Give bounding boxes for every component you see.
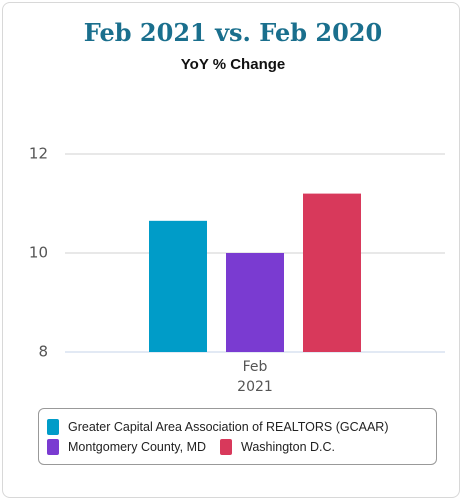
legend: Greater Capital Area Association of REAL… bbox=[38, 408, 437, 465]
y-tick-label: 12 bbox=[29, 145, 48, 163]
y-tick-label: 10 bbox=[29, 244, 48, 262]
legend-swatch bbox=[47, 418, 59, 435]
x-tick-label: Feb 2021 bbox=[237, 359, 273, 395]
chart-subtitle: YoY % Change bbox=[180, 56, 286, 73]
bar bbox=[226, 253, 284, 352]
legend-item: Montgomery County, MD bbox=[47, 438, 207, 455]
legend-label: Montgomery County, MD bbox=[68, 439, 207, 454]
bar bbox=[149, 220, 207, 352]
bar bbox=[303, 193, 361, 352]
chart-title: Feb 2021 vs. Feb 2020 bbox=[83, 18, 383, 47]
legend-item: Washington D.C. bbox=[220, 438, 336, 455]
legend-swatch bbox=[220, 438, 233, 455]
card bbox=[2, 2, 460, 498]
legend-item: Greater Capital Area Association of REAL… bbox=[47, 418, 389, 435]
legend-label: Greater Capital Area Association of REAL… bbox=[68, 419, 389, 434]
y-tick-label: 8 bbox=[38, 343, 48, 361]
legend-swatch bbox=[47, 438, 59, 455]
legend-label: Washington D.C. bbox=[241, 439, 336, 454]
